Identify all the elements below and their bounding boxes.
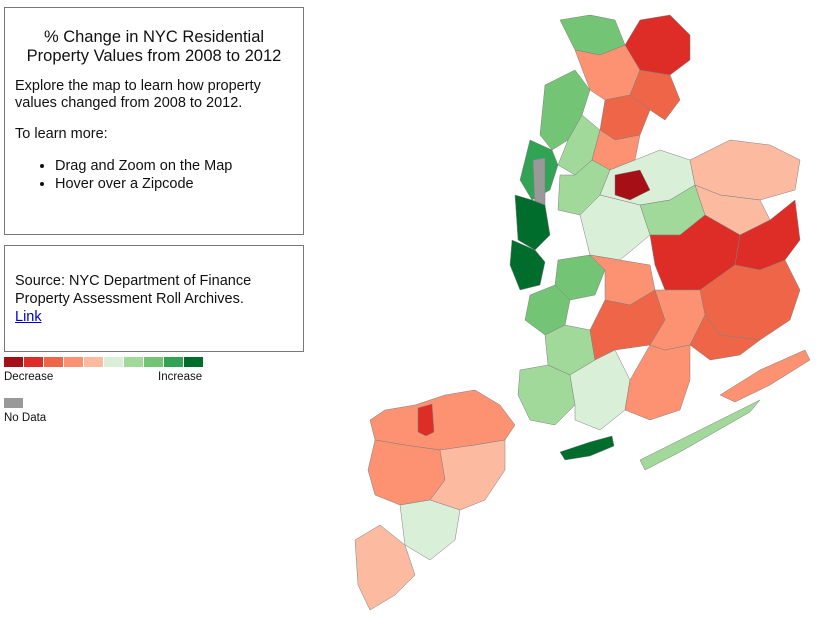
zipcode-area[interactable] (559, 435, 615, 461)
instruction-drag-zoom: Drag and Zoom on the Map (55, 157, 293, 175)
zipcode-area[interactable] (509, 239, 546, 291)
legend-swatch-4 (84, 357, 103, 367)
zipcode-area[interactable] (614, 169, 651, 201)
legend-swatch-8 (164, 357, 183, 367)
zipcode-area[interactable] (417, 403, 435, 437)
source-text: Source: NYC Department of Finance Proper… (15, 273, 252, 307)
learn-more-heading: To learn more: (15, 126, 108, 142)
legend-swatch-5 (104, 357, 123, 367)
source-link[interactable]: Link (15, 309, 42, 325)
queens (557, 139, 811, 471)
zipcode-area[interactable] (399, 499, 461, 561)
legend-swatch-0 (4, 357, 23, 367)
zipcode-area[interactable] (517, 364, 576, 426)
instruction-hover: Hover over a Zipcode (55, 175, 293, 193)
legend-swatch-1 (24, 357, 43, 367)
legend-increase-label: Increase (158, 371, 203, 383)
legend-swatch-7 (144, 357, 163, 367)
zipcode-area[interactable] (369, 389, 516, 451)
zipcode-area[interactable] (624, 344, 691, 421)
manhattan (509, 69, 601, 291)
source-panel: Source: NYC Department of Finance Proper… (4, 245, 304, 352)
intro-text: Explore the map to learn how property va… (15, 78, 261, 111)
color-legend: Decrease Increase No Data (4, 357, 214, 424)
zipcode-area[interactable] (719, 349, 811, 403)
info-panel: % Change in NYC Residential Property Val… (4, 7, 304, 235)
legend-swatches (4, 357, 214, 367)
zipcode-area[interactable] (354, 524, 416, 611)
zipcode-area[interactable] (514, 194, 551, 251)
zipcode-area[interactable] (579, 194, 651, 261)
no-data-label: No Data (4, 412, 47, 424)
legend-labels: Decrease Increase (4, 371, 214, 387)
zipcode-area[interactable] (429, 439, 506, 511)
nyc-zipcode-map[interactable] (340, 0, 818, 620)
legend-swatch-6 (124, 357, 143, 367)
legend-swatch-3 (64, 357, 83, 367)
zipcode-area[interactable] (689, 314, 761, 361)
legend-swatch-2 (44, 357, 63, 367)
map-title: % Change in NYC Residential Property Val… (26, 28, 282, 65)
bronx (559, 14, 691, 171)
brooklyn (517, 254, 761, 461)
staten-island (354, 389, 516, 611)
no-data-swatch (4, 398, 23, 408)
zipcode-area[interactable] (624, 14, 691, 76)
instructions-list: Drag and Zoom on the Map Hover over a Zi… (15, 157, 293, 193)
legend-decrease-label: Decrease (4, 371, 54, 383)
zipcode-area[interactable] (639, 399, 761, 471)
legend-swatch-9 (184, 357, 203, 367)
